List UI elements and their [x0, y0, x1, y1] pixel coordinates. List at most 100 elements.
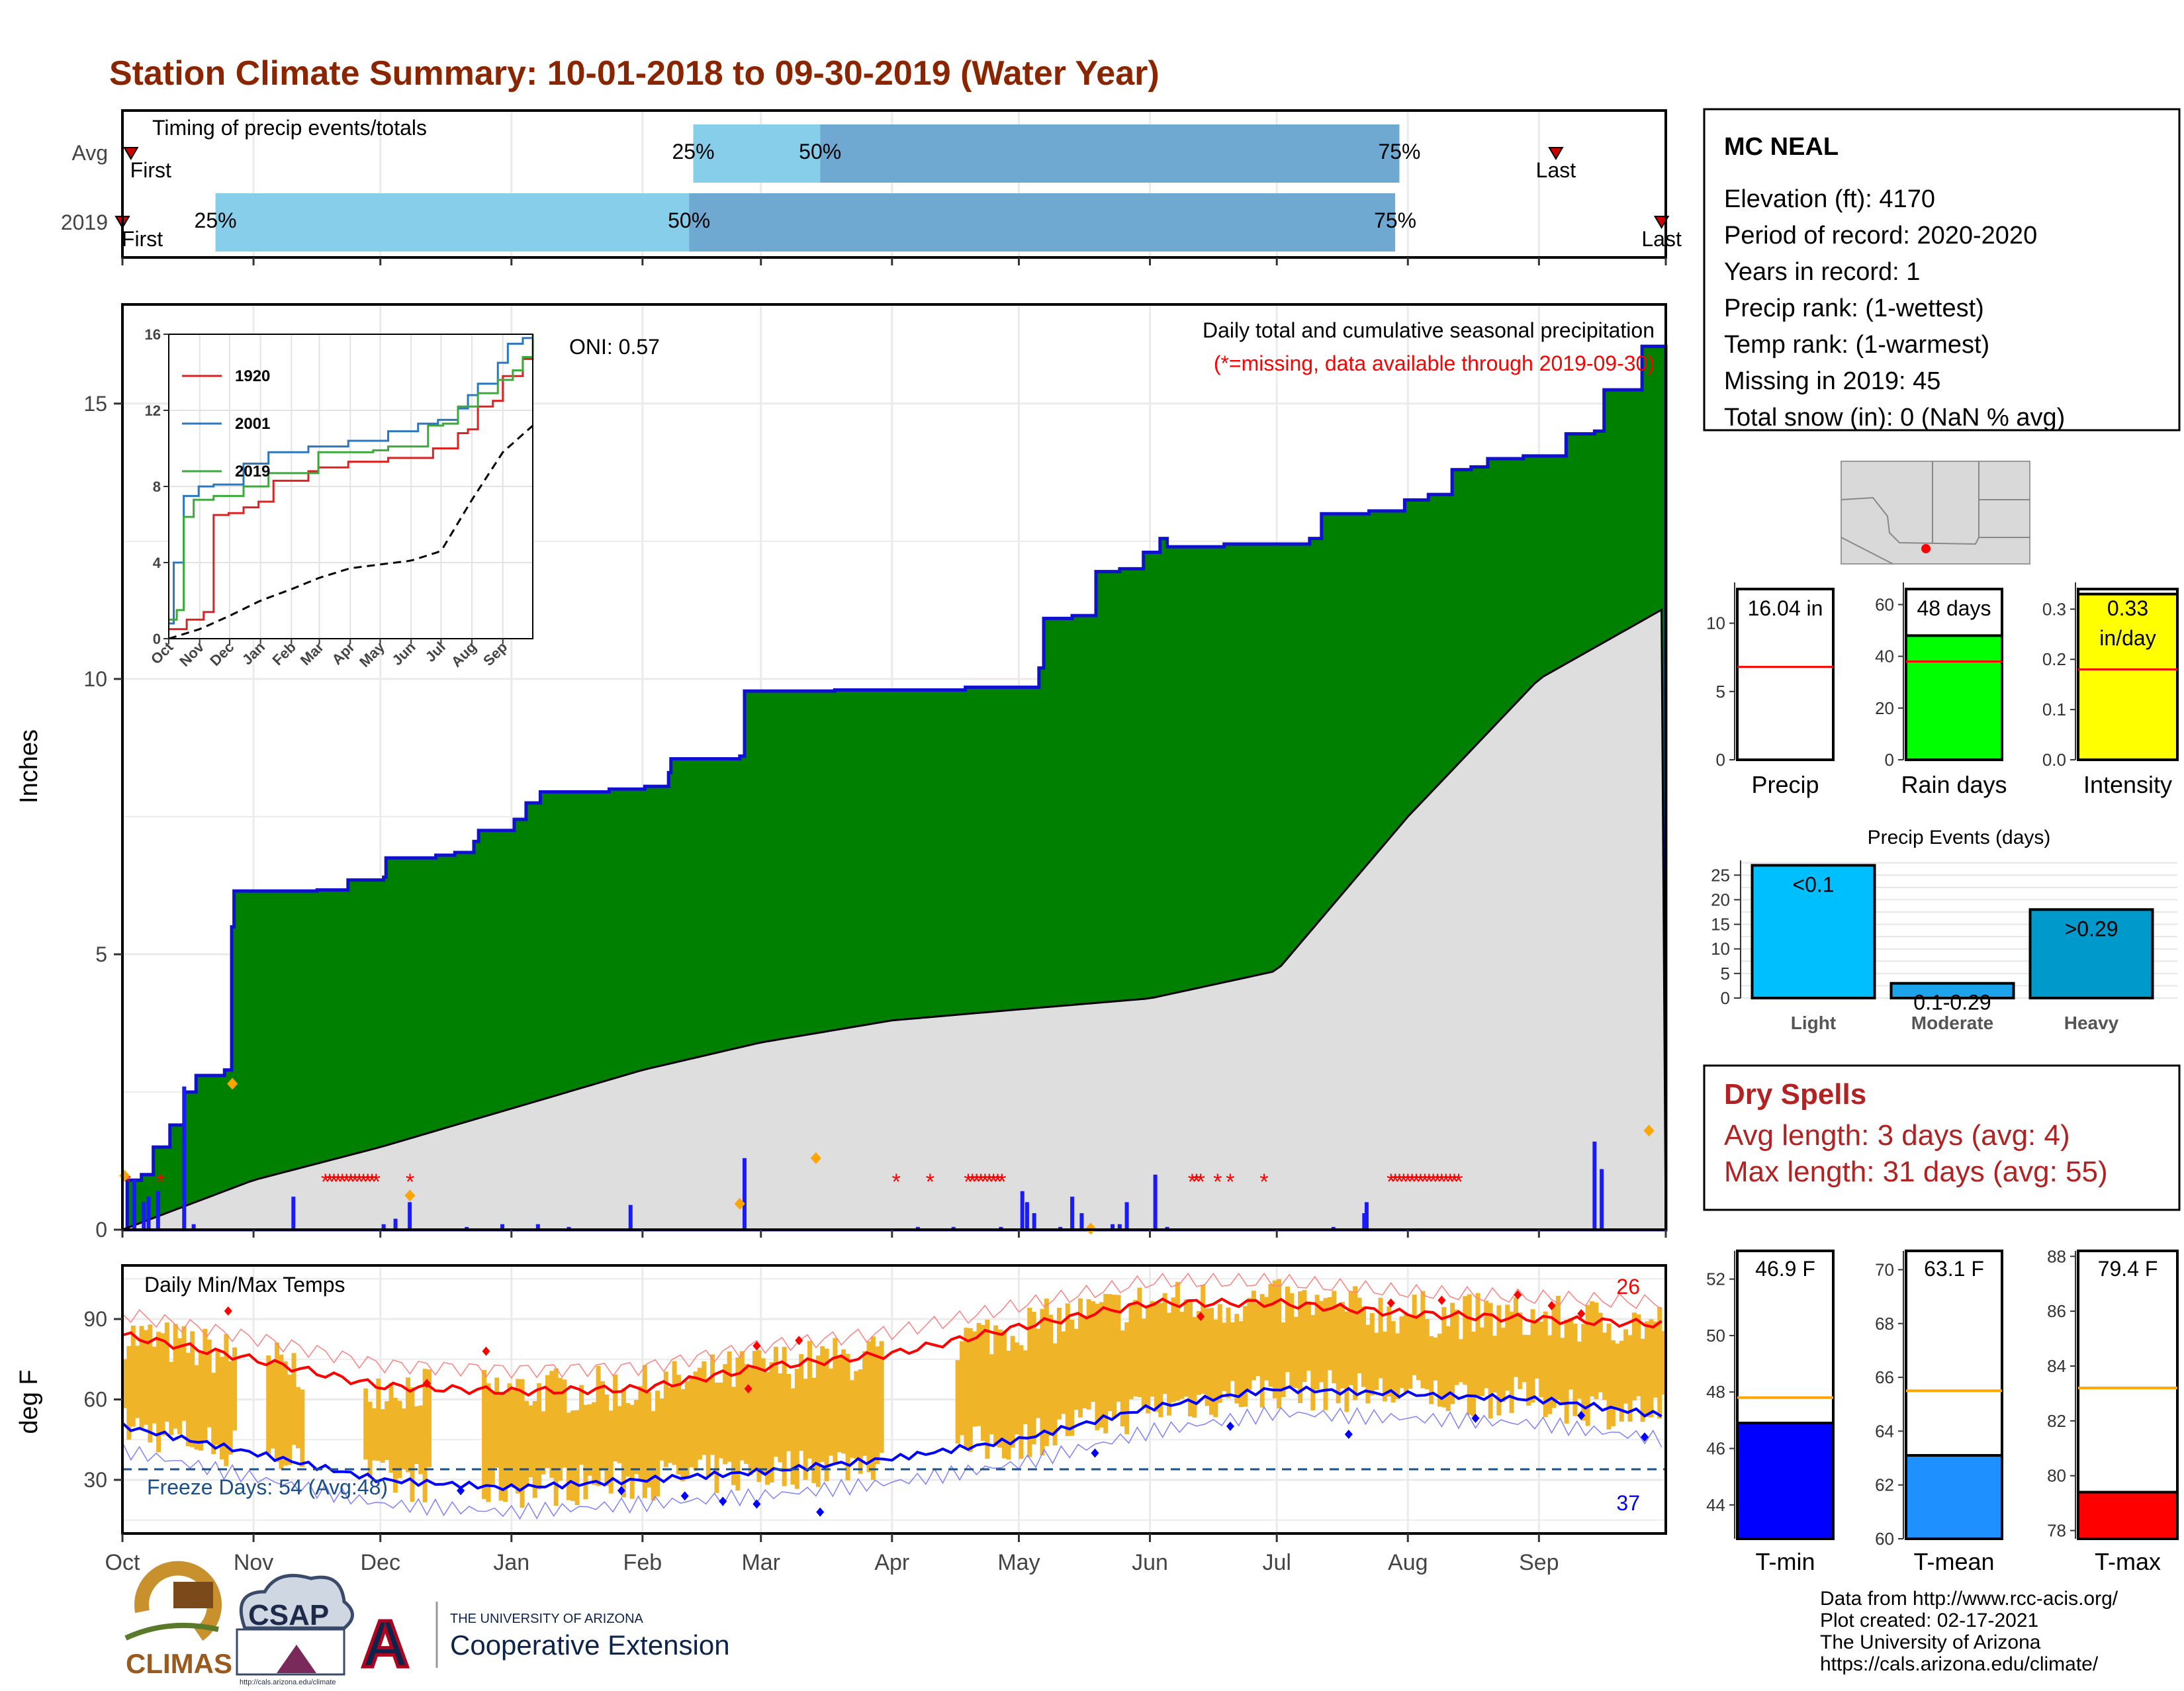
- daily-temp-bar: [1327, 1297, 1332, 1371]
- daily-temp-bar: [199, 1352, 203, 1451]
- dry-spells-title: Dry Spells: [1724, 1078, 1866, 1111]
- daily-temp-bar: [1564, 1320, 1569, 1424]
- missing-day-marker: *: [330, 1169, 338, 1195]
- record-min-line: [122, 1406, 1662, 1520]
- daily-temp-bar: [279, 1354, 284, 1469]
- csap-logo: CSAP http://cals.arizona.edu/climate: [236, 1574, 354, 1686]
- missing-day-marker: *: [993, 1169, 1002, 1195]
- daily-temp-bar: [1201, 1285, 1206, 1394]
- daily-temp-bar: [287, 1374, 293, 1465]
- daily-temp-bar: [1196, 1310, 1201, 1395]
- daily-temp-bar: [702, 1361, 707, 1455]
- tbar-ytick-label: 86: [2047, 1301, 2066, 1321]
- events-bar: [2028, 908, 2154, 1000]
- daily-temp-bar: [1306, 1301, 1311, 1371]
- events-bar-label: Moderate: [1911, 1013, 1993, 1033]
- timing-bar-q1-avg: [693, 124, 821, 183]
- precip-panel-title: Daily total and cumulative seasonal prec…: [1203, 318, 1655, 342]
- daily-temp-bar: [769, 1362, 774, 1483]
- daily-temp-bar: [1255, 1303, 1261, 1377]
- daily-temp-bar: [1006, 1350, 1011, 1460]
- tbar-ytick-label: 48: [1706, 1382, 1725, 1402]
- daily-temp-bar: [1277, 1279, 1282, 1409]
- daily-temp-bar: [1281, 1322, 1286, 1398]
- precip-ytick-label: 5: [95, 942, 107, 966]
- timing-label-75: 75%: [1374, 208, 1416, 232]
- daily-temp-bar: [680, 1389, 686, 1482]
- month-label: Dec: [360, 1550, 400, 1575]
- daily-precip-bar: [182, 1086, 187, 1230]
- credit-line: The University of Arizona: [1820, 1631, 2041, 1653]
- daily-temp-bar: [1099, 1302, 1104, 1428]
- events-bar: [1751, 864, 1876, 1000]
- daily-temp-bar: [1082, 1315, 1087, 1408]
- daily-temp-bar: [739, 1351, 745, 1461]
- dry-spells-avg: Avg length: 3 days (avg: 4): [1724, 1119, 2070, 1152]
- daily-temp-bar: [1137, 1287, 1142, 1398]
- daily-precip-bar: [132, 1180, 136, 1230]
- daily-temp-bar: [968, 1328, 973, 1452]
- record-high-marker: [1437, 1295, 1446, 1305]
- daily-temp-bar: [1615, 1344, 1620, 1409]
- daily-temp-bar: [414, 1406, 419, 1464]
- daily-temp-bar: [1387, 1306, 1392, 1397]
- daily-temp-bar: [748, 1367, 753, 1475]
- missing-day-marker: *: [997, 1169, 1006, 1195]
- daily-temp-bar: [964, 1328, 969, 1447]
- daily-temp-bar: [283, 1361, 288, 1466]
- events-ytick-label: 20: [1711, 890, 1730, 909]
- avg-min-temp-line: [121, 1385, 1662, 1492]
- daily-temp-bar: [1378, 1297, 1383, 1379]
- daily-temp-bar: [744, 1363, 749, 1464]
- daily-temp-bar: [1458, 1339, 1463, 1383]
- daily-temp-bar: [672, 1361, 677, 1465]
- daily-temp-bar: [731, 1387, 737, 1485]
- record-low-marker: [457, 1486, 465, 1496]
- first-event-marker: [123, 147, 139, 160]
- missing-day-marker: *: [1425, 1169, 1433, 1195]
- daily-temp-bar: [625, 1402, 631, 1477]
- daily-temp-bar: [427, 1369, 432, 1467]
- missing-day-marker: *: [156, 1169, 165, 1195]
- daily-temp-bar: [604, 1394, 610, 1486]
- daily-temp-bar: [1623, 1329, 1629, 1404]
- daily-temp-bar: [1226, 1307, 1231, 1398]
- trace-marker: [1643, 1124, 1655, 1137]
- daily-temp-bar: [820, 1346, 825, 1462]
- svg-text:CLIMAS: CLIMAS: [126, 1648, 232, 1679]
- daily-temp-bar: [993, 1325, 999, 1447]
- tbar-ytick-label: 78: [2047, 1521, 2066, 1541]
- timing-panel: 25% 50% 75% First Last 25% 50% 75% First Last Tim…: [61, 109, 1682, 259]
- daily-temp-bar: [367, 1402, 373, 1478]
- missing-day-marker: *: [926, 1169, 934, 1195]
- daily-temp-bar: [659, 1398, 664, 1461]
- credit-line: Plot created: 02-17-2021: [1820, 1610, 2038, 1631]
- daily-temp-bar: [371, 1408, 377, 1461]
- daily-temp-bar: [955, 1360, 960, 1444]
- missing-day-marker: *: [892, 1169, 901, 1195]
- daily-temp-bar: [976, 1322, 981, 1426]
- daily-precip-bar: [915, 1226, 920, 1230]
- daily-temp-bar: [1475, 1293, 1480, 1398]
- oni-label: ONI: 0.57: [569, 335, 660, 359]
- daily-temp-bar: [960, 1341, 965, 1436]
- record-low-marker: [1226, 1422, 1234, 1431]
- daily-temp-bar: [841, 1349, 846, 1454]
- daily-temp-bar: [985, 1319, 990, 1459]
- daily-precip-bar: [1032, 1213, 1036, 1230]
- svg-text:http://cals.arizona.edu/climat: http://cals.arizona.edu/climate: [240, 1678, 336, 1686]
- daily-temp-bar: [1348, 1291, 1353, 1385]
- timing-label-25: 25%: [672, 140, 714, 163]
- daily-temp-bar: [651, 1411, 656, 1501]
- daily-temp-bar: [1044, 1299, 1049, 1446]
- daily-temp-bar: [879, 1341, 884, 1453]
- daily-temp-bar: [1154, 1302, 1159, 1412]
- daily-temp-bar: [1289, 1293, 1295, 1388]
- timing-row-avg-label: Avg: [71, 141, 108, 165]
- pbar-label: Intensity: [2083, 771, 2172, 798]
- daily-temp-bar: [1627, 1335, 1633, 1422]
- daily-temp-bar: [1116, 1295, 1121, 1402]
- daily-temp-bar: [621, 1389, 626, 1498]
- pbar-ytick-label: 20: [1875, 698, 1894, 718]
